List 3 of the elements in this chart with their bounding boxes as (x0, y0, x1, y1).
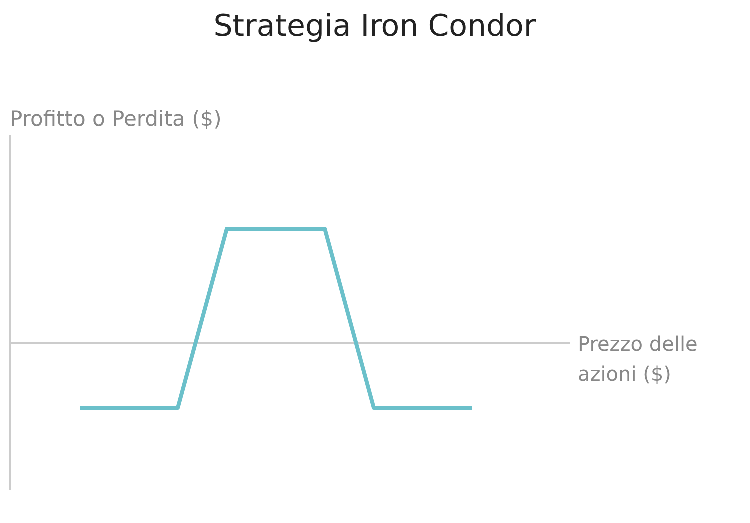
chart-title: Strategia Iron Condor (214, 9, 537, 44)
y-axis-title: Profitto o Perdita ($) (10, 107, 222, 131)
x-axis-title: Prezzo delle azioni ($) (578, 332, 698, 386)
